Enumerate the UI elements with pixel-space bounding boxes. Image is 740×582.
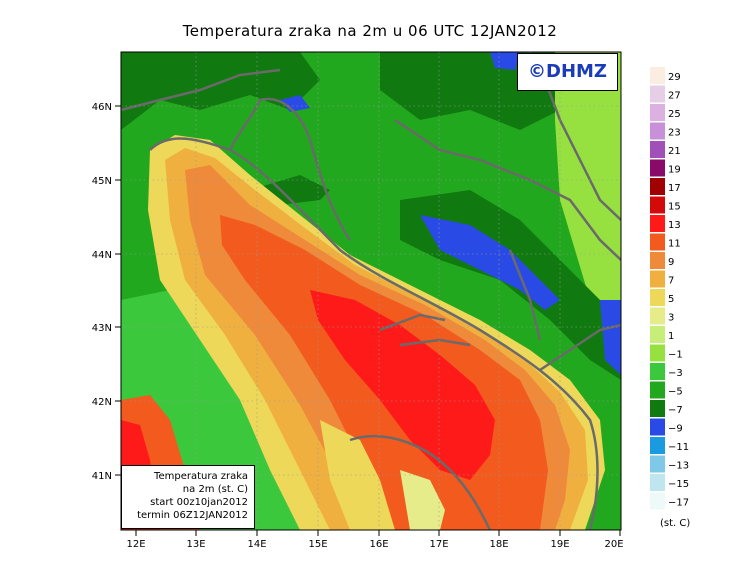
legend-unit: (st. C) — [660, 518, 691, 529]
legend-label: 27 — [668, 91, 681, 102]
legend-label: 9 — [668, 257, 674, 268]
legend-swatch — [650, 400, 665, 417]
legend-swatch — [650, 252, 665, 269]
legend-swatch — [650, 159, 665, 177]
lat-label: 43N — [92, 323, 112, 334]
lon-label: 19E — [550, 539, 569, 550]
legend-swatch — [650, 455, 665, 473]
legend-swatch — [650, 307, 665, 325]
lon-label: 14E — [247, 539, 266, 550]
legend-swatch — [650, 270, 665, 288]
legend-label: 19 — [668, 165, 681, 176]
color-legend: 29 27 25 23 21 19 17 15 13 11 9 7 5 3 1 −1 −3 −5 −7 −9 −11 −1… — [650, 67, 689, 510]
legend-swatch — [650, 418, 665, 436]
legend-label: 11 — [668, 239, 681, 250]
legend-swatch — [650, 437, 665, 454]
legend-label: −9 — [668, 424, 683, 435]
legend-label: 3 — [668, 313, 674, 324]
info-line: termin 06Z12JAN2012 — [137, 510, 248, 521]
legend-label: 29 — [668, 72, 681, 83]
legend-label: 21 — [668, 146, 681, 157]
lat-label: 46N — [92, 102, 112, 113]
info-line: Temperatura zraka — [154, 471, 248, 482]
grid-lines — [121, 52, 621, 530]
credit-box: ©DHMZ — [517, 53, 618, 91]
lon-label: 20E — [604, 539, 623, 550]
lon-label: 17E — [429, 539, 448, 550]
lat-tick-labels: 46N 45N 44N 43N 42N 41N — [92, 102, 112, 482]
legend-label: 25 — [668, 109, 681, 120]
legend-swatch — [650, 289, 665, 306]
axis-ticks — [115, 105, 621, 536]
legend-swatch — [650, 233, 665, 251]
legend-swatch — [650, 474, 665, 491]
map-frame — [120, 51, 622, 531]
lon-label: 12E — [126, 539, 145, 550]
legend-label: 15 — [668, 202, 681, 213]
legend-label: 5 — [668, 294, 674, 305]
legend-label: −1 — [668, 350, 683, 361]
lat-label: 44N — [92, 250, 112, 261]
legend-label: 17 — [668, 183, 681, 194]
legend-label: −3 — [668, 368, 683, 379]
legend-swatch — [650, 85, 665, 103]
lat-label: 45N — [92, 176, 112, 187]
info-line: start 00z10jan2012 — [150, 497, 248, 508]
legend-swatch — [650, 492, 665, 510]
lat-label: 41N — [92, 471, 112, 482]
info-line: na 2m (st. C) — [182, 484, 248, 495]
lon-label: 13E — [186, 539, 205, 550]
legend-label: −11 — [668, 442, 689, 453]
legend-swatch — [650, 104, 665, 121]
legend-swatch — [650, 196, 665, 214]
lon-tick-labels: 12E 13E 14E 15E 16E 17E 18E 19E 20E — [126, 539, 623, 550]
legend-label: −13 — [668, 461, 689, 472]
lon-label: 16E — [369, 539, 388, 550]
legend-swatch — [650, 178, 665, 195]
legend-label: 7 — [668, 276, 674, 287]
legend-label: −17 — [668, 498, 689, 509]
legend-swatch — [650, 141, 665, 158]
legend-swatch — [650, 363, 665, 380]
legend-swatch — [650, 381, 665, 399]
legend-label: −7 — [668, 405, 683, 416]
legend-swatch — [650, 215, 665, 232]
legend-label: −15 — [668, 479, 689, 490]
info-box: Temperatura zraka na 2m (st. C) start 00… — [121, 465, 255, 529]
legend-label: 23 — [668, 128, 681, 139]
legend-swatch — [650, 344, 665, 362]
legend-label: −5 — [668, 387, 683, 398]
legend-swatch — [650, 67, 665, 84]
legend-swatch — [650, 122, 665, 140]
legend-swatch — [650, 326, 665, 343]
lat-label: 42N — [92, 397, 112, 408]
lon-label: 15E — [308, 539, 327, 550]
map-title: Temperatura zraka na 2m u 06 UTC 12JAN20… — [182, 22, 558, 40]
lon-label: 18E — [489, 539, 508, 550]
legend-label: 1 — [668, 331, 674, 342]
legend-label: 13 — [668, 220, 681, 231]
